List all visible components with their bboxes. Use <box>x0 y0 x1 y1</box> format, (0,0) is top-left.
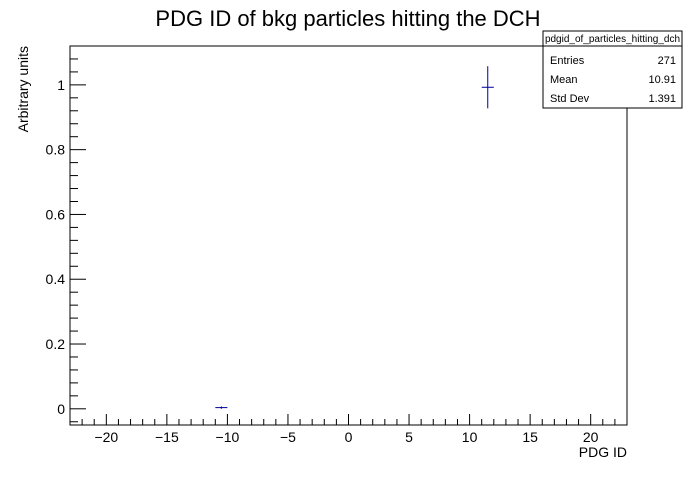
stats-entries-value: 271 <box>658 55 676 67</box>
stats-stddev-value: 1.391 <box>648 93 676 105</box>
stats-stddev-label: Std Dev <box>550 93 590 105</box>
x-axis-tick-labels: −20 −15 −10 −5 0 5 10 15 20 <box>94 429 598 445</box>
y-axis-ticks <box>70 45 86 423</box>
x-tick-label: 15 <box>522 429 538 445</box>
x-tick-label: 0 <box>345 429 353 445</box>
y-tick-label: 0.2 <box>46 336 66 352</box>
y-tick-label: 0.4 <box>46 271 66 287</box>
chart-title: PDG ID of bkg particles hitting the DCH <box>155 6 540 31</box>
stats-box-frame <box>542 30 683 109</box>
y-tick-label: 0.8 <box>46 142 66 158</box>
stats-mean-value: 10.91 <box>648 74 676 86</box>
y-axis-label: Arbitrary units <box>15 46 31 132</box>
x-tick-label: 5 <box>405 429 413 445</box>
data-point <box>481 66 494 109</box>
y-axis-tick-labels: 0 0.2 0.4 0.6 0.8 1 <box>46 77 66 417</box>
x-tick-label: 10 <box>462 429 478 445</box>
stats-entries-label: Entries <box>550 55 585 67</box>
y-tick-label: 0 <box>57 401 65 417</box>
y-tick-label: 0.6 <box>46 206 66 222</box>
y-tick-label: 1 <box>57 77 65 93</box>
stats-mean-label: Mean <box>550 74 578 86</box>
stats-box: pdgid_of_particles_hitting_dch Entries 2… <box>542 30 683 109</box>
x-tick-label: −20 <box>94 429 118 445</box>
stats-box-title: pdgid_of_particles_hitting_dch <box>545 34 680 45</box>
x-tick-label: 20 <box>583 429 599 445</box>
data-point <box>215 406 228 409</box>
x-axis-label: PDG ID <box>579 444 627 460</box>
x-tick-label: −10 <box>216 429 240 445</box>
x-tick-label: −15 <box>155 429 179 445</box>
data-points <box>215 66 494 409</box>
x-tick-label: −5 <box>280 429 296 445</box>
